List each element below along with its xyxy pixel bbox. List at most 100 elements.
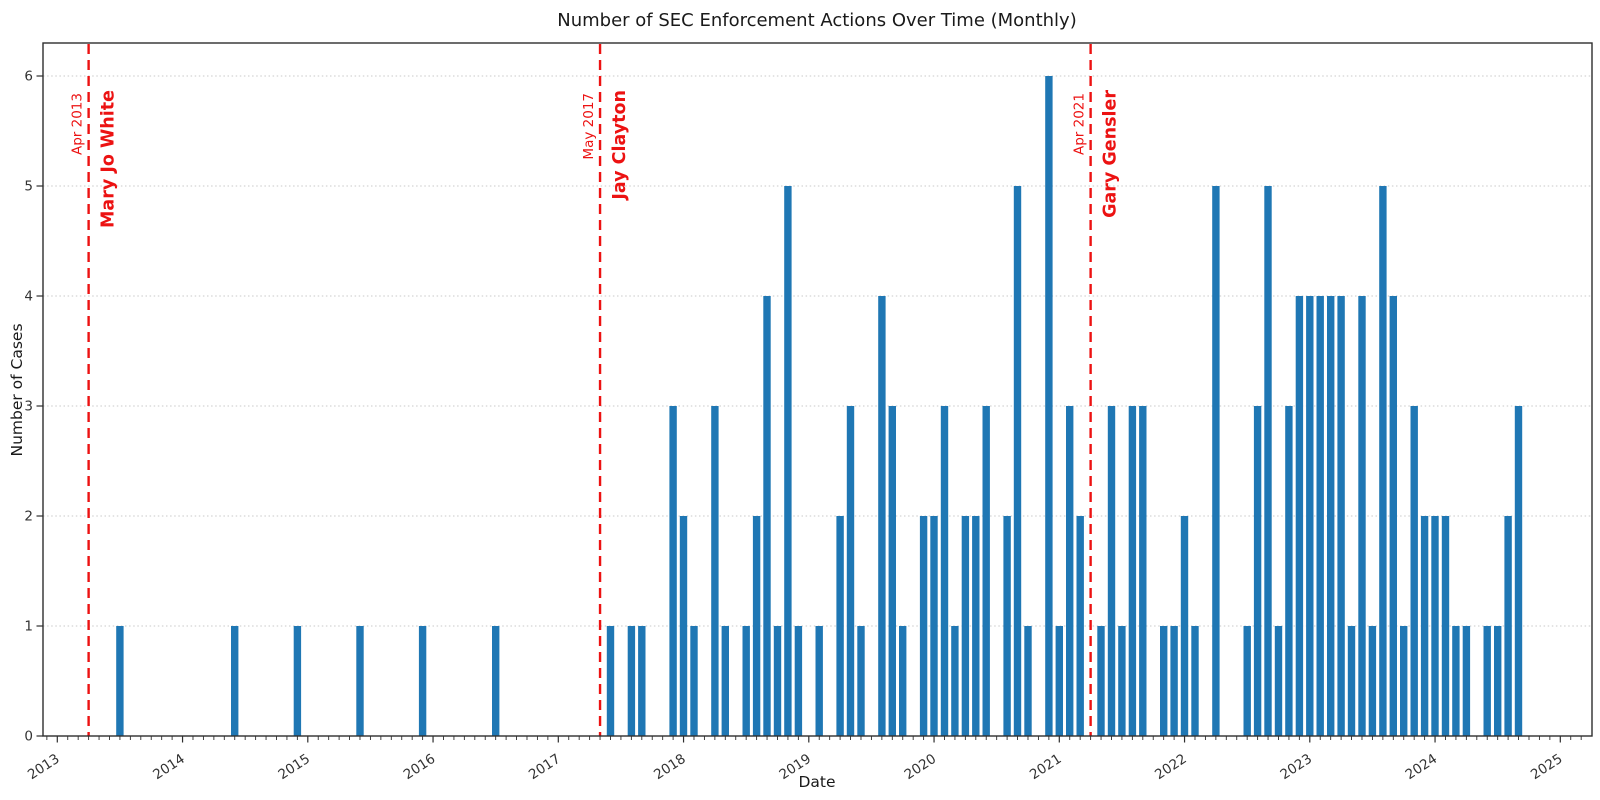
bar-2019-08	[878, 296, 886, 736]
bar-2016-07	[492, 626, 500, 736]
bar-2024-01	[1431, 516, 1439, 736]
bar-2021-01	[1055, 626, 1063, 736]
bar-2021-09	[1139, 406, 1147, 736]
bar-2019-06	[857, 626, 865, 736]
bar-2013-07	[116, 626, 124, 736]
bar-2021-05	[1097, 626, 1105, 736]
annotation-labels: Apr 2013 Mary Jo White May 2017 Jay Clayton…	[70, 90, 1121, 228]
bar-2022-01	[1180, 516, 1189, 736]
bar-2023-04	[1337, 296, 1345, 736]
bar-2022-12	[1295, 296, 1304, 736]
bar-2018-10	[773, 626, 782, 736]
bar-2020-01	[930, 516, 938, 736]
x-tick-label-2025: 2025	[1528, 751, 1566, 783]
annotation-name-2: Gary Gensler	[1101, 90, 1121, 218]
x-tick-label-2022: 2022	[1152, 751, 1190, 783]
bar-2024-08	[1504, 516, 1512, 736]
bar-2019-04	[836, 516, 844, 736]
bar-2014-12	[293, 626, 302, 736]
bar-2023-12	[1420, 516, 1429, 736]
y-tick-label-0: 0	[24, 729, 33, 745]
annotation-date-1: May 2017	[581, 93, 597, 160]
bar-2020-09	[1013, 186, 1022, 736]
bar-series	[116, 76, 1523, 736]
x-tick-label-2018: 2018	[651, 751, 689, 783]
bar-2018-05	[721, 626, 729, 736]
bar-2023-08	[1379, 186, 1387, 736]
bar-2020-04	[961, 516, 970, 736]
bar-2020-06	[982, 406, 990, 736]
bar-2024-03	[1452, 626, 1460, 736]
bar-2019-09	[888, 406, 896, 736]
x-tick-label-2021: 2021	[1027, 751, 1065, 783]
annotation-name-1: Jay Clayton	[610, 90, 630, 201]
bar-2023-02	[1316, 296, 1324, 736]
bar-2023-06	[1358, 296, 1366, 736]
bar-2020-12	[1045, 76, 1053, 736]
bar-2023-03	[1327, 296, 1335, 736]
bar-2023-11	[1410, 406, 1418, 736]
y-axis-ticks: 0 1 2 3 4 5 6	[24, 69, 43, 745]
bar-2022-04	[1212, 186, 1220, 736]
bar-2019-05	[846, 406, 855, 736]
bar-2018-01	[679, 516, 688, 736]
x-tick-label-2020: 2020	[902, 751, 940, 783]
bar-2023-05	[1347, 626, 1356, 736]
bar-2015-06	[356, 626, 364, 736]
bar-2018-12	[794, 626, 803, 736]
x-axis-label: Date	[798, 773, 835, 791]
bar-2020-03	[951, 626, 959, 736]
y-tick-label-5: 5	[24, 179, 33, 195]
bar-2017-09	[638, 626, 646, 736]
y-axis-label: Number of Cases	[8, 323, 26, 456]
bar-2021-12	[1170, 626, 1178, 736]
bar-2017-06	[606, 626, 615, 736]
plot-border	[42, 42, 1593, 737]
bar-2014-06	[231, 626, 239, 736]
y-tick-label-1: 1	[24, 619, 33, 635]
bar-2022-09	[1264, 186, 1272, 736]
bar-2019-10	[899, 626, 907, 736]
bar-2021-07	[1118, 626, 1126, 736]
x-tick-label-2014: 2014	[150, 751, 188, 783]
bar-2017-08	[627, 626, 636, 736]
bar-2020-08	[1003, 516, 1011, 736]
chart-title: Number of SEC Enforcement Actions Over T…	[557, 10, 1076, 31]
bar-2019-12	[919, 516, 928, 736]
bar-2018-09	[763, 296, 771, 736]
bar-2023-09	[1389, 296, 1397, 736]
bar-2024-02	[1441, 516, 1450, 736]
bar-2021-11	[1160, 626, 1168, 736]
x-tick-label-2017: 2017	[526, 751, 564, 783]
bar-2024-04	[1462, 626, 1471, 736]
annotation-name-0: Mary Jo White	[99, 90, 119, 228]
bar-2018-04	[711, 406, 719, 736]
bar-2021-03	[1076, 516, 1084, 736]
x-tick-label-2015: 2015	[275, 751, 313, 783]
bar-2023-07	[1368, 626, 1377, 736]
bar-2024-09	[1514, 406, 1523, 736]
bar-2021-08	[1128, 406, 1137, 736]
bar-2022-08	[1253, 406, 1262, 736]
x-tick-label-2024: 2024	[1403, 751, 1441, 783]
bar-2020-02	[940, 406, 949, 736]
bar-2018-11	[784, 186, 792, 736]
x-tick-label-2016: 2016	[401, 751, 439, 783]
annotation-date-0: Apr 2013	[70, 93, 86, 155]
bar-2018-07	[742, 626, 750, 736]
bar-2023-01	[1306, 296, 1314, 736]
bar-2022-02	[1191, 626, 1199, 736]
x-tick-label-2013: 2013	[25, 751, 63, 783]
bar-2015-12	[418, 626, 427, 736]
bar-2022-11	[1285, 406, 1293, 736]
bar-2022-10	[1274, 626, 1283, 736]
annotation-lines	[87, 44, 1092, 736]
bar-2021-02	[1066, 406, 1074, 736]
annotation-date-2: Apr 2021	[1072, 93, 1088, 155]
bar-2017-12	[669, 406, 677, 736]
bar-2020-10	[1024, 626, 1032, 736]
y-tick-label-6: 6	[24, 69, 33, 85]
y-tick-label-3: 3	[24, 399, 33, 415]
